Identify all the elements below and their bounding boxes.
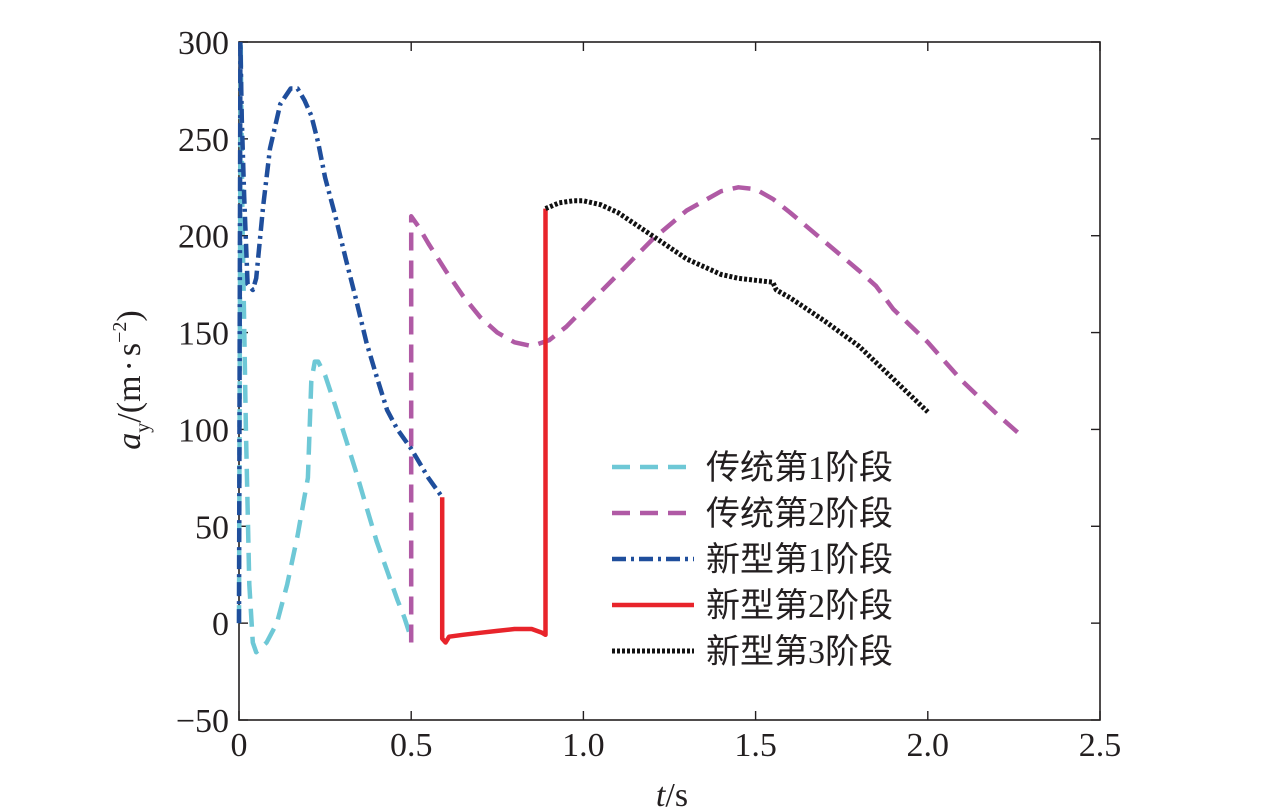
- series-line-2: [408, 185, 1023, 643]
- legend-label-3: 新型第1阶段: [706, 541, 893, 579]
- series-line-5: [544, 198, 930, 414]
- x-tick-label: 1.5: [734, 727, 777, 764]
- y-tick-label: 100: [178, 412, 229, 449]
- x-axis-ticks: 0 0.5 1.0 1.5 2.0 2.5: [231, 42, 1122, 764]
- x-tick-label: 2.5: [1079, 727, 1122, 764]
- x-tick-label: 0.5: [390, 727, 433, 764]
- series-line-1: [236, 39, 414, 655]
- legend-label-5: 新型第3阶段: [706, 633, 893, 671]
- y-tick-label: 300: [178, 25, 229, 62]
- legend-label-1: 传统第1阶段: [706, 449, 893, 487]
- x-axis-label: t/s: [656, 777, 688, 811]
- y-axis-label: ay/(m·s−2): [109, 310, 154, 449]
- y-tick-label: −50: [176, 703, 229, 740]
- y-tick-label: 250: [178, 122, 229, 159]
- series-group: [236, 39, 1023, 655]
- svg-text:t/s: t/s: [656, 777, 688, 811]
- series-line-4: [439, 208, 548, 645]
- y-axis-ticks: −50 0 50 100 150 200 250 300: [176, 25, 1100, 740]
- x-tick-label: 1.0: [562, 727, 605, 764]
- y-tick-label: 0: [212, 606, 229, 643]
- svg-text:ay/(m·s−2): ay/(m·s−2): [109, 310, 154, 449]
- plot-frame: [238, 41, 1101, 721]
- y-tick-label: 50: [195, 509, 229, 546]
- legend-label-2: 传统第2阶段: [706, 495, 893, 533]
- x-axis-label-symbol: t: [656, 777, 667, 811]
- x-tick-label: 0: [231, 727, 248, 764]
- legend-label-4: 新型第2阶段: [706, 587, 893, 625]
- y-tick-label: 150: [178, 316, 229, 353]
- x-axis-label-unit: /s: [665, 777, 688, 811]
- y-tick-label: 200: [178, 219, 229, 256]
- x-tick-label: 2.0: [907, 727, 950, 764]
